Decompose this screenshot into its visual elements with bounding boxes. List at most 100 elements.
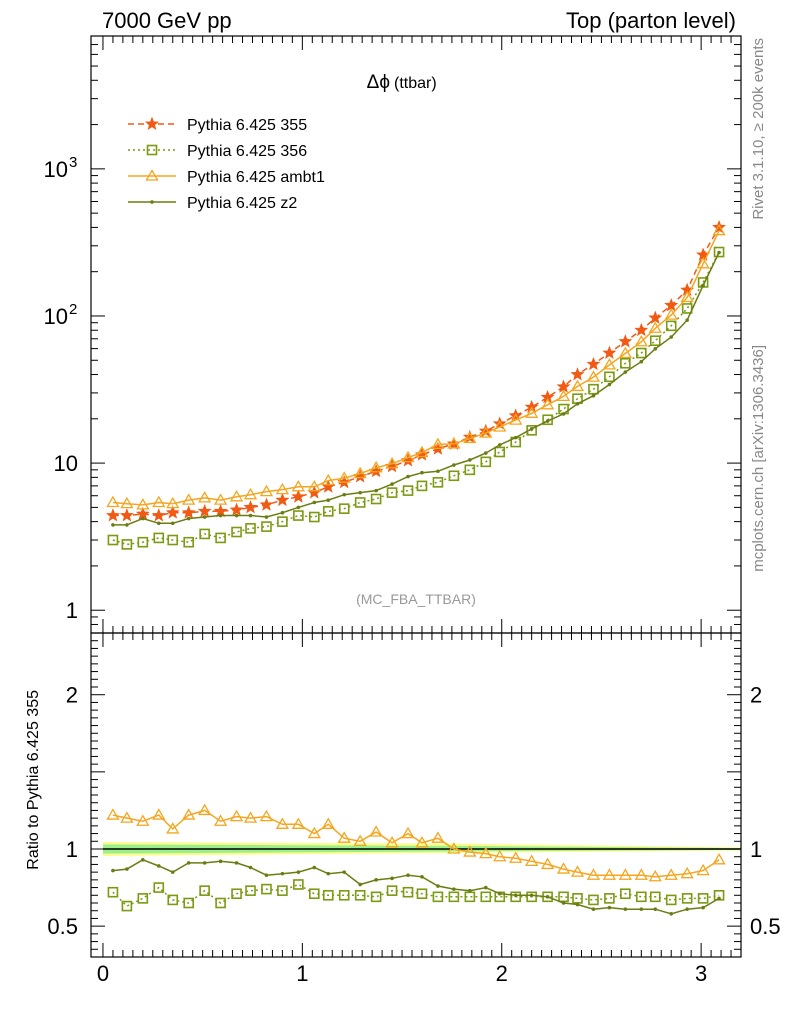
main-point-s3-6: [202, 515, 207, 519]
ratio-ytick-label-right-2: 2: [750, 683, 762, 708]
main-point-s1-31: [588, 383, 599, 395]
main-point-s2-36: [664, 308, 678, 320]
ratio-point-s1-25: [493, 849, 507, 862]
ratio-point-s1-35: [648, 869, 662, 882]
main-ytick-label-sup-2: 2: [69, 301, 77, 318]
main-point-s1-14: [322, 506, 334, 517]
main-point-s0-33: [618, 334, 633, 348]
main-point-s0-29: [556, 379, 571, 393]
ratio-point-s0-33: [620, 888, 631, 900]
main-point-s1-19: [402, 485, 414, 496]
main-point-s3-14: [326, 498, 331, 502]
ratio-point-s2-37: [685, 907, 689, 911]
main-point-s3-3: [156, 521, 161, 526]
legend-label-0: Pythia 6.425 355: [187, 117, 307, 134]
ratio-point-s0-13: [309, 888, 320, 900]
ratio-point-s0-24: [480, 891, 492, 903]
main-point-s1-35: [649, 335, 661, 347]
ratio-point-s2-38: [701, 905, 705, 910]
main-point-s2-18: [385, 456, 399, 469]
ratio-point-s1-19: [401, 826, 415, 839]
ratio-point-s0-35: [649, 891, 661, 903]
main-point-s0-34: [634, 322, 649, 337]
ratio-xtick-label-3: 3: [695, 961, 707, 986]
main-point-s2-13: [307, 480, 321, 492]
main-point-s1-5: [183, 536, 194, 548]
ratio-point-s0-34: [636, 891, 647, 903]
main-point-s2-17: [369, 460, 383, 473]
ratio-point-s1-28: [540, 857, 555, 870]
ratio-point-s0-14: [322, 889, 334, 901]
main-point-s0-0: [106, 508, 120, 522]
ratio-point-s2-8: [234, 861, 239, 865]
main-point-s0-24: [478, 423, 493, 438]
main-point-s2-10: [259, 484, 274, 497]
ratio-point-s1-10: [259, 809, 274, 822]
ratio-point-s2-10: [264, 873, 269, 878]
main-point-s2-31: [586, 370, 601, 382]
main-series-line-3: [112, 252, 720, 526]
ratio-point-s2-6: [202, 861, 207, 865]
main-point-s1-11: [277, 516, 288, 527]
ratio-point-s2-26: [513, 893, 518, 898]
ratio-point-s1-24: [479, 846, 493, 859]
main-point-s3-21: [436, 469, 440, 474]
main-point-s3-8: [234, 513, 239, 518]
ratio-frame: [90, 632, 742, 958]
main-point-s1-22: [448, 470, 460, 482]
main-point-s2-22: [447, 437, 461, 449]
main-point-s2-5: [182, 493, 196, 505]
main-point-s1-16: [354, 497, 366, 508]
ratio-point-s0-32: [604, 893, 615, 904]
main-point-s0-23: [462, 429, 477, 444]
main-point-s3-35: [653, 347, 658, 351]
main-point-s3-16: [358, 490, 362, 495]
main-series-line-2: [112, 230, 720, 506]
main-point-s0-6: [197, 503, 212, 518]
ratio-point-s0-36: [665, 894, 677, 906]
ratio-point-s1-31: [586, 868, 601, 880]
ratio-point-s2-36: [669, 912, 674, 916]
ratio-point-s2-17: [374, 878, 378, 882]
main-ytick-label-1: 10: [54, 451, 78, 476]
ratio-point-s2-19: [406, 873, 410, 878]
ratio-point-s0-31: [588, 894, 599, 906]
ratio-point-s2-21: [436, 884, 440, 888]
main-point-s1-6: [199, 528, 210, 540]
main-point-s1-37: [681, 303, 693, 314]
ratio-point-s0-6: [199, 885, 210, 896]
ratio-point-s0-5: [183, 897, 194, 909]
main-point-s3-24: [483, 451, 488, 455]
main-point-s0-36: [664, 298, 679, 312]
main-point-s1-3: [153, 532, 165, 544]
ratio-point-s1-26: [509, 851, 523, 863]
ratio-point-s1-22: [447, 842, 461, 854]
main-series-line-0: [112, 227, 720, 517]
chart-title-suffix: (ttbar): [394, 75, 437, 92]
ratio-point-s1-18: [385, 836, 399, 848]
main-point-s3-9: [248, 513, 253, 518]
main-point-s0-8: [229, 502, 244, 516]
main-point-s0-39: [712, 220, 726, 234]
ratio-point-s1-13: [307, 826, 321, 839]
ratio-point-s2-20: [420, 874, 424, 879]
ratio-ytick-label-left-0: 0.5: [47, 914, 78, 939]
ratio-point-s2-25: [497, 891, 502, 896]
main-point-s2-28: [540, 398, 555, 410]
ratio-point-s0-9: [245, 885, 256, 896]
legend-marker-0: [145, 116, 159, 130]
ratio-point-s2-32: [607, 905, 612, 910]
main-point-s2-0: [106, 495, 120, 508]
ratio-point-s1-33: [618, 868, 632, 880]
main-point-s0-35: [648, 310, 663, 324]
legend-label-2: Pythia 6.425 ambt1: [187, 169, 325, 186]
ratio-point-s0-19: [402, 886, 414, 898]
ratio-point-s1-0: [106, 808, 120, 820]
ratio-point-s2-5: [186, 861, 191, 865]
ratio-point-s0-27: [526, 891, 537, 903]
main-point-s1-21: [432, 477, 444, 488]
ratio-point-s1-27: [525, 854, 539, 866]
ratio-point-s0-20: [416, 888, 428, 900]
ratio-point-s0-22: [448, 891, 460, 903]
